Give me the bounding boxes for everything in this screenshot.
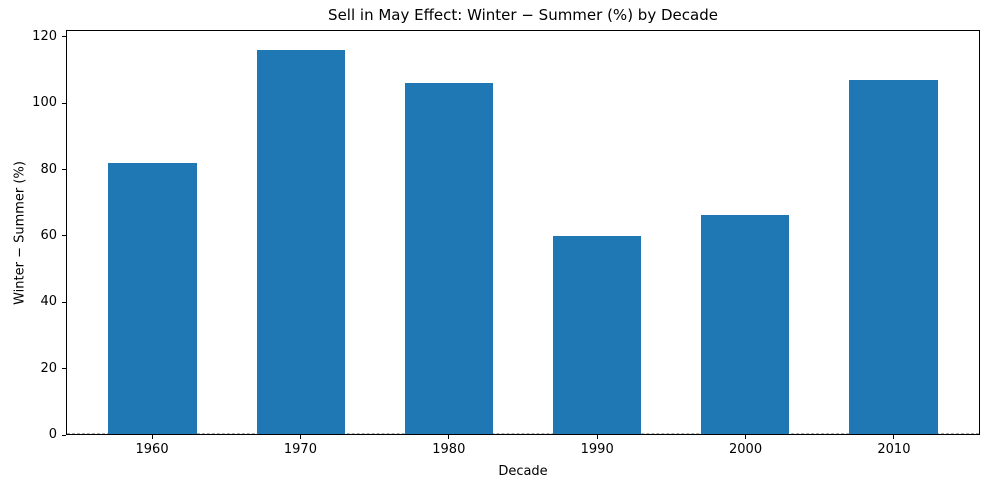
x-tick-label: 1970 bbox=[283, 442, 317, 457]
y-tick-label: 40 bbox=[40, 294, 57, 310]
y-tick-label: 100 bbox=[32, 95, 57, 111]
bar-2010 bbox=[848, 80, 938, 434]
bar-1990 bbox=[552, 235, 642, 434]
x-axis-label: Decade bbox=[498, 464, 548, 479]
x-tick-mark bbox=[299, 435, 301, 439]
y-tick-mark bbox=[62, 36, 66, 38]
x-tick-label: 1990 bbox=[580, 442, 614, 457]
y-tick-label: 60 bbox=[40, 227, 57, 243]
y-tick-label: 120 bbox=[32, 28, 57, 44]
bar-1960 bbox=[108, 162, 198, 434]
bar-1980 bbox=[404, 83, 494, 434]
y-tick-label: 80 bbox=[40, 161, 57, 177]
x-tick-label: 2010 bbox=[877, 442, 911, 457]
y-tick-label: 20 bbox=[40, 360, 57, 376]
y-tick-mark bbox=[62, 368, 66, 370]
y-tick-mark bbox=[62, 301, 66, 303]
y-tick-mark bbox=[62, 235, 66, 237]
x-tick-label: 2000 bbox=[729, 442, 763, 457]
y-tick-mark bbox=[62, 434, 66, 436]
plot-area bbox=[66, 30, 980, 435]
y-tick-label: 0 bbox=[48, 427, 57, 442]
bar-1970 bbox=[256, 50, 346, 434]
y-tick-mark bbox=[62, 169, 66, 171]
zero-dashed-line bbox=[67, 433, 979, 434]
x-tick-mark bbox=[893, 435, 895, 439]
x-tick-mark bbox=[448, 435, 450, 439]
x-tick-mark bbox=[745, 435, 747, 439]
y-tick-mark bbox=[62, 102, 66, 104]
x-tick-mark bbox=[151, 435, 153, 439]
x-tick-mark bbox=[596, 435, 598, 439]
chart-title: Sell in May Effect: Winter − Summer (%) … bbox=[328, 6, 718, 24]
bar-2000 bbox=[700, 214, 790, 434]
x-tick-label: 1980 bbox=[432, 442, 466, 457]
x-tick-label: 1960 bbox=[135, 442, 169, 457]
